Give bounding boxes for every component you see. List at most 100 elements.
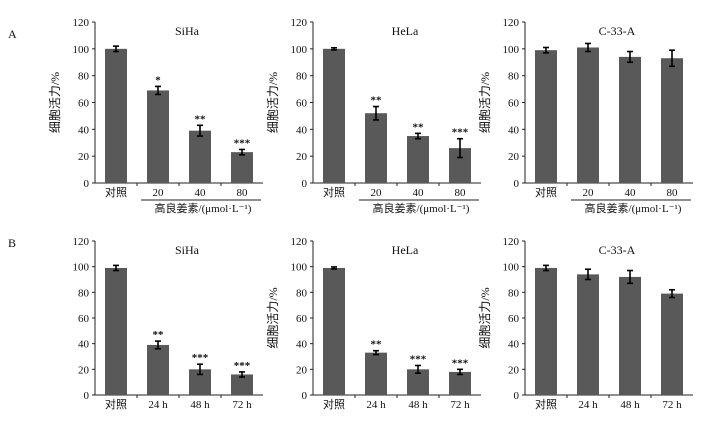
- y-tick-label: 0: [302, 390, 308, 402]
- significance-label: **: [195, 113, 207, 125]
- y-tick-label: 40: [78, 124, 90, 136]
- x-tick-label: 48 h: [190, 399, 210, 411]
- error-bar: [155, 340, 161, 350]
- bar: [323, 48, 345, 184]
- error-bar: [457, 368, 463, 376]
- y-tick-label: 60: [78, 313, 90, 325]
- x-axis-label: 高良姜素/(μmol·L⁻¹): [373, 201, 470, 215]
- x-tick-label: 80: [667, 187, 679, 199]
- y-tick-label: 40: [508, 124, 520, 136]
- chart-b2: HeLa 0 20 40 60 80 100 120 细胞活力/% 对照 ** 24 h *** 48 h…: [266, 236, 481, 411]
- significance-label: **: [413, 121, 425, 133]
- x-tick-label: 24 h: [366, 399, 386, 411]
- error-bar: [197, 124, 203, 137]
- y-tick-label: 40: [78, 339, 90, 351]
- error-bar: [585, 268, 591, 281]
- bar: [449, 371, 471, 395]
- x-tick-label: 对照: [105, 185, 127, 199]
- y-tick-label: 80: [508, 71, 520, 83]
- significance-label: ***: [452, 357, 469, 369]
- bar: [365, 352, 387, 395]
- y-axis-label: 细胞活力/%: [478, 72, 492, 133]
- error-bar: [669, 288, 675, 299]
- y-tick-label: 20: [508, 151, 520, 163]
- bar: [577, 274, 599, 395]
- bar: [619, 276, 641, 395]
- charts: SiHa 0 20 40 60 80 100 120 细胞活力/% 对照 * 20 ** 40 *** 80 高…: [48, 17, 693, 411]
- error-bar: [373, 105, 379, 121]
- y-tick-label: 120: [503, 17, 520, 29]
- error-bar: [457, 137, 463, 159]
- x-tick-label: 40: [195, 187, 207, 199]
- y-tick-label: 40: [296, 339, 308, 351]
- chart-b3: C-33-A 0 20 40 60 80 100 120 细胞活力/% 对照 24 h 48 h 72 …: [478, 236, 693, 411]
- significance-label: ***: [234, 137, 251, 149]
- y-tick-label: 100: [73, 44, 90, 56]
- x-tick-label: 48 h: [620, 399, 640, 411]
- error-bar: [627, 50, 633, 64]
- y-tick-label: 0: [84, 390, 90, 402]
- chart-title: HeLa: [392, 24, 419, 38]
- y-tick-label: 0: [514, 178, 520, 190]
- panel-label-a: A: [8, 27, 17, 41]
- x-tick-label: 24 h: [578, 399, 598, 411]
- bar: [147, 344, 169, 395]
- x-tick-label: 20: [153, 187, 165, 199]
- error-bar: [331, 266, 337, 270]
- bar: [661, 58, 683, 183]
- y-tick-label: 80: [296, 71, 308, 83]
- y-tick-label: 120: [291, 236, 308, 248]
- bar: [661, 293, 683, 395]
- y-axis-label: 细胞活力/%: [266, 72, 280, 133]
- bar: [535, 50, 557, 183]
- y-axis-label: 细胞活力/%: [48, 72, 62, 133]
- y-tick-label: 40: [296, 124, 308, 136]
- error-bar: [669, 49, 675, 68]
- chart-a2: HeLa 0 20 40 60 80 100 120 细胞活力/% 对照 ** 20 ** 40 *** 80…: [266, 17, 481, 215]
- bar: [231, 374, 253, 395]
- x-tick-label: 72 h: [450, 399, 470, 411]
- bar: [449, 148, 471, 183]
- y-tick-label: 60: [78, 98, 90, 110]
- x-tick-label: 80: [455, 187, 467, 199]
- x-tick-label: 对照: [535, 397, 557, 411]
- y-tick-label: 60: [296, 98, 308, 110]
- error-bar: [543, 264, 549, 272]
- y-tick-label: 120: [73, 236, 90, 248]
- bar: [577, 47, 599, 183]
- significance-label: **: [371, 339, 383, 351]
- y-tick-label: 100: [503, 262, 520, 274]
- x-tick-label: 80: [237, 187, 249, 199]
- x-axis-label: 高良姜素/(μmol·L⁻¹): [585, 201, 682, 215]
- chart-title: HeLa: [392, 243, 419, 257]
- error-bar: [155, 85, 161, 96]
- x-tick-label: 对照: [323, 397, 345, 411]
- y-tick-label: 120: [73, 17, 90, 29]
- error-bar: [415, 364, 421, 374]
- y-tick-label: 0: [302, 178, 308, 190]
- y-tick-label: 20: [78, 151, 90, 163]
- x-tick-label: 20: [371, 187, 383, 199]
- y-tick-label: 80: [296, 287, 308, 299]
- chart-title: SiHa: [175, 243, 200, 257]
- chart-a1: SiHa 0 20 40 60 80 100 120 细胞活力/% 对照 * 20 ** 40 *** 80 高…: [48, 17, 263, 215]
- x-tick-label: 20: [583, 187, 595, 199]
- chart-title: SiHa: [175, 24, 200, 38]
- x-tick-label: 对照: [323, 185, 345, 199]
- x-tick-label: 24 h: [148, 399, 168, 411]
- error-bar: [415, 132, 421, 140]
- bar: [231, 152, 253, 183]
- significance-label: ***: [410, 353, 427, 365]
- error-bar: [113, 45, 119, 53]
- significance-label: **: [371, 95, 383, 107]
- bar: [365, 113, 387, 183]
- chart-a3: C-33-A 0 20 40 60 80 100 120 细胞活力/% 对照 20 40 80 高良姜素/…: [478, 17, 693, 215]
- bar: [189, 369, 211, 395]
- y-tick-label: 100: [291, 262, 308, 274]
- significance-label: ***: [192, 352, 209, 364]
- x-tick-label: 48 h: [408, 399, 428, 411]
- y-axis-label: 细胞活力/%: [478, 287, 492, 348]
- bar: [619, 56, 641, 184]
- chart-title: C-33-A: [599, 24, 636, 38]
